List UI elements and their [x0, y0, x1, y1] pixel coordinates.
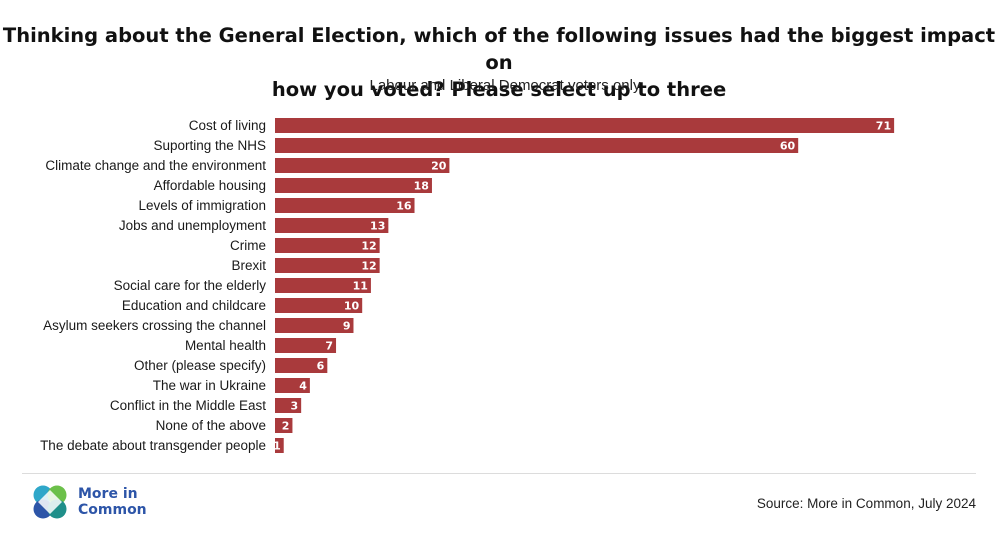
value-label: 71	[876, 120, 891, 133]
category-label: Crime	[230, 238, 266, 253]
bar	[275, 378, 310, 393]
category-label: Education and childcare	[122, 298, 266, 313]
value-label: 7	[325, 340, 333, 353]
chart-title: Thinking about the General Election, whi…	[0, 22, 998, 103]
brand-line-1: More in	[78, 486, 138, 502]
bar	[275, 318, 354, 333]
value-label: 9	[343, 320, 351, 333]
value-label: 10	[344, 300, 360, 313]
category-label: Mental health	[185, 338, 266, 353]
bar	[275, 418, 293, 433]
value-label: 3	[291, 400, 299, 413]
title-line-1: Thinking about the General Election, whi…	[2, 24, 996, 74]
category-label: Asylum seekers crossing the channel	[43, 318, 266, 333]
category-label: Climate change and the environment	[45, 158, 266, 173]
category-label: Suporting the NHS	[153, 138, 266, 153]
brand-name: More in Common	[78, 486, 147, 518]
brand-line-2: Common	[78, 502, 147, 518]
category-label: Other (please specify)	[134, 358, 266, 373]
bar	[275, 238, 380, 253]
bar	[275, 438, 284, 453]
chart-subtitle: Labour and Liberal Democrat voters only	[369, 77, 641, 94]
value-label: 20	[431, 160, 447, 173]
value-label: 11	[353, 280, 368, 293]
value-label: 2	[282, 420, 290, 433]
bar	[275, 298, 363, 313]
category-label: The war in Ukraine	[153, 378, 266, 393]
value-label: 12	[361, 260, 376, 273]
category-label: Brexit	[231, 258, 266, 273]
bar	[275, 178, 432, 193]
value-label: 16	[396, 200, 412, 213]
bar	[275, 198, 415, 213]
category-label: The debate about transgender people	[40, 438, 266, 453]
category-label: Levels of immigration	[138, 198, 266, 213]
bar	[275, 398, 302, 413]
value-label: 12	[361, 240, 376, 253]
category-label: Affordable housing	[154, 178, 266, 193]
category-label: Jobs and unemployment	[119, 218, 266, 233]
bar	[275, 138, 799, 153]
category-label: Social care for the elderly	[114, 278, 267, 293]
value-label: 4	[299, 380, 307, 393]
title-line-2: how you voted? Please select up to three	[271, 78, 727, 101]
bar	[275, 338, 337, 353]
value-label: 6	[317, 360, 325, 373]
bar	[275, 218, 389, 233]
bar	[275, 358, 328, 373]
bar	[275, 278, 371, 293]
bar	[275, 118, 895, 133]
category-label: None of the above	[156, 418, 266, 433]
bar	[275, 258, 380, 273]
footer-divider	[22, 473, 976, 474]
source-note: Source: More in Common, July 2024	[756, 496, 976, 511]
category-label: Cost of living	[189, 118, 266, 133]
category-label: Conflict in the Middle East	[110, 398, 266, 413]
value-label: 1	[273, 440, 281, 453]
value-label: 13	[370, 220, 385, 233]
bar	[275, 158, 450, 173]
value-label: 18	[414, 180, 429, 193]
value-label: 60	[780, 140, 796, 153]
more-in-common-logo-icon	[33, 485, 67, 519]
